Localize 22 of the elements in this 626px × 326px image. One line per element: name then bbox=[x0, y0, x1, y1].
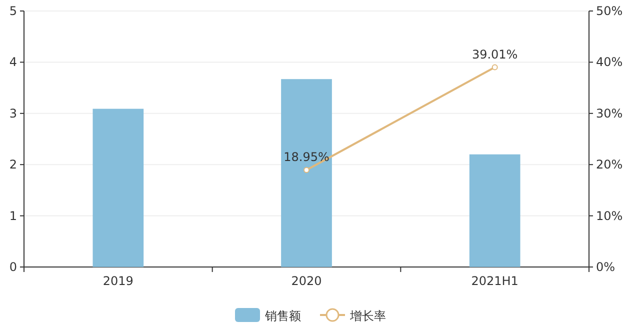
y2-tick-label: 30% bbox=[596, 106, 623, 120]
x-tick-label: 2021H1 bbox=[471, 274, 518, 288]
bar bbox=[92, 108, 144, 267]
data-label: 18.95% bbox=[284, 150, 330, 164]
y2-tick-label: 50% bbox=[596, 4, 623, 18]
y-tick-label: 2 bbox=[9, 158, 17, 172]
y2-tick-label: 0% bbox=[596, 260, 616, 274]
x-tick-label: 2020 bbox=[291, 274, 322, 288]
x-tick-label: 2019 bbox=[102, 274, 134, 288]
y-tick-label: 1 bbox=[9, 208, 17, 223]
data-label: 39.01% bbox=[472, 47, 518, 62]
y-tick-label: 4 bbox=[9, 55, 17, 70]
y2-tick-label: 10% bbox=[596, 208, 623, 223]
y-tick-label: 5 bbox=[9, 4, 17, 18]
bar bbox=[281, 79, 332, 267]
y2-tick-label: 40% bbox=[596, 55, 623, 70]
y-tick-label: 3 bbox=[9, 106, 17, 120]
y-tick-label: 0 bbox=[9, 260, 17, 274]
bar bbox=[469, 154, 520, 267]
legend-label: 销售额 bbox=[264, 309, 301, 323]
legend-label: 增长率 bbox=[349, 309, 386, 323]
y2-tick-label: 20% bbox=[596, 158, 623, 172]
